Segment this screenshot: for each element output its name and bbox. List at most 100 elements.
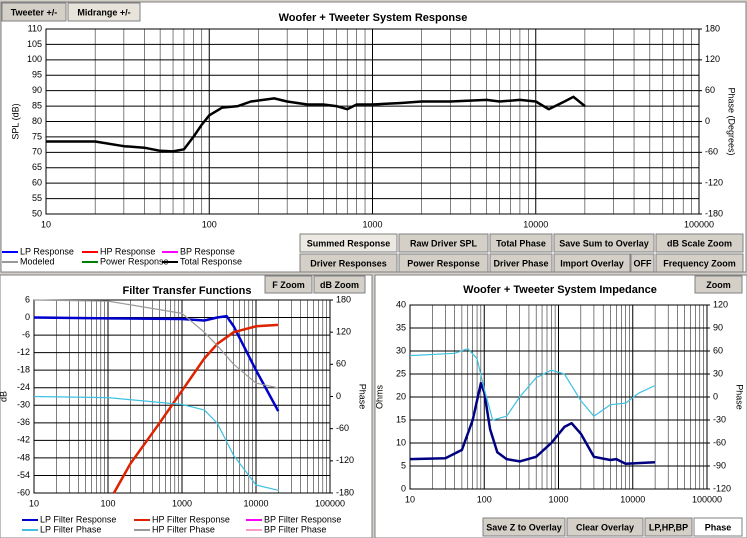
- legend-label: Power Response: [100, 256, 169, 266]
- button-label[interactable]: Power Response: [407, 258, 480, 268]
- legend-label: HP Filter Response: [152, 514, 230, 524]
- legend-label: LP Response: [20, 246, 74, 256]
- button-label[interactable]: Phase: [705, 522, 732, 532]
- series-line: [409, 348, 656, 421]
- button[interactable]: [67, 2, 141, 22]
- y-tick-label: -42: [17, 435, 30, 445]
- button[interactable]: [693, 517, 743, 537]
- button[interactable]: [398, 253, 489, 273]
- x-tick-label: 100000: [684, 219, 714, 229]
- button[interactable]: [630, 253, 655, 273]
- button-label[interactable]: Import Overlay: [560, 258, 624, 268]
- button[interactable]: [299, 233, 398, 253]
- plot-frame: [409, 304, 708, 490]
- button-label[interactable]: Save Sum to Overlay: [559, 238, 649, 248]
- y2-tick-label: 60: [713, 345, 723, 355]
- y2-axis-label: Phase (Degrees): [727, 87, 737, 155]
- y2-tick-label: 120: [705, 54, 720, 64]
- y2-tick-label: -180: [705, 208, 723, 218]
- y2-tick-label: 60: [705, 85, 715, 95]
- y2-tick-label: 90: [713, 322, 723, 332]
- y-tick-label: 95: [32, 70, 42, 80]
- y2-tick-label: -120: [713, 483, 731, 493]
- y2-tick-label: 180: [705, 23, 720, 33]
- button[interactable]: [1, 2, 67, 22]
- y-tick-label: -36: [17, 417, 30, 427]
- button-label[interactable]: Save Z to Overlay: [486, 522, 562, 532]
- y-tick-label: 100: [27, 54, 42, 64]
- button[interactable]: [553, 233, 655, 253]
- button[interactable]: [482, 517, 566, 537]
- button-label[interactable]: Summed Response: [307, 238, 391, 248]
- series-line: [33, 395, 279, 491]
- button-label[interactable]: LP,HP,BP: [649, 522, 688, 532]
- y-tick-label: 6: [25, 294, 30, 304]
- legend-label: Total Response: [180, 256, 242, 266]
- button[interactable]: [489, 253, 553, 273]
- legend-label: HP Response: [100, 246, 155, 256]
- chart-title: Filter Transfer Functions: [123, 285, 252, 297]
- y-tick-label: -12: [17, 347, 30, 357]
- y-tick-label: 50: [32, 208, 42, 218]
- button-label[interactable]: Driver Responses: [310, 258, 387, 268]
- button-label[interactable]: OFF: [634, 258, 652, 268]
- y-tick-label: 70: [32, 147, 42, 157]
- y-tick-label: -48: [17, 452, 30, 462]
- y-tick-label: 55: [32, 193, 42, 203]
- y2-tick-label: -60: [705, 147, 718, 157]
- y2-tick-label: 180: [336, 294, 351, 304]
- button-label[interactable]: F Zoom: [272, 280, 305, 290]
- button-label[interactable]: dB Scale Zoom: [667, 238, 732, 248]
- y-tick-label: -30: [17, 400, 30, 410]
- y2-tick-label: 0: [336, 391, 341, 401]
- button-label[interactable]: Raw Driver SPL: [410, 238, 478, 248]
- x-tick-label: 100: [202, 219, 217, 229]
- y-tick-label: 25: [396, 368, 406, 378]
- button[interactable]: [398, 233, 489, 253]
- y-tick-label: 20: [396, 391, 406, 401]
- button[interactable]: [655, 233, 744, 253]
- button-label[interactable]: dB Zoom: [320, 280, 359, 290]
- button[interactable]: [566, 517, 644, 537]
- x-tick-label: 10000: [243, 498, 268, 508]
- button[interactable]: [644, 517, 693, 537]
- legend-label: BP Response: [180, 246, 235, 256]
- button-label[interactable]: Clear Overlay: [576, 522, 634, 532]
- y-tick-label: 35: [396, 322, 406, 332]
- button[interactable]: [694, 275, 743, 294]
- button[interactable]: [313, 275, 366, 294]
- y-tick-label: -18: [17, 365, 30, 375]
- x-tick-label: 10: [29, 498, 39, 508]
- button-label[interactable]: Midrange +/-: [77, 7, 130, 17]
- button-label[interactable]: Total Phase: [496, 238, 546, 248]
- y2-tick-label: -180: [336, 487, 354, 497]
- chart-title: Woofer + Tweeter System Response: [279, 12, 468, 24]
- button-label[interactable]: Tweeter +/-: [11, 7, 58, 17]
- x-tick-label: 10000: [523, 219, 548, 229]
- button-label[interactable]: Zoom: [706, 280, 731, 290]
- legend-label: Modeled: [20, 256, 55, 266]
- series-line: [33, 314, 280, 412]
- button[interactable]: [264, 275, 313, 294]
- y2-tick-label: -30: [713, 414, 726, 424]
- y2-tick-label: 120: [713, 299, 728, 309]
- y-axis-label: dB: [0, 391, 8, 402]
- series-line: [46, 95, 586, 153]
- y2-tick-label: 0: [705, 116, 710, 126]
- y2-tick-label: -60: [713, 437, 726, 447]
- y-tick-label: 30: [396, 345, 406, 355]
- plot-frame: [45, 28, 700, 215]
- button[interactable]: [489, 233, 553, 253]
- button-label[interactable]: Driver Phase: [493, 258, 548, 268]
- y-tick-label: 5: [401, 460, 406, 470]
- button[interactable]: [299, 253, 398, 273]
- button[interactable]: [553, 253, 631, 273]
- y-tick-label: 85: [32, 100, 42, 110]
- legend-label: HP Filter Phase: [152, 524, 215, 534]
- y2-tick-label: 120: [336, 327, 351, 337]
- button-label[interactable]: Frequency Zoom: [663, 258, 736, 268]
- chart-title: Woofer + Tweeter System Impedance: [463, 284, 657, 296]
- y2-tick-label: 0: [713, 391, 718, 401]
- y-tick-label: -54: [17, 470, 30, 480]
- button[interactable]: [655, 253, 744, 273]
